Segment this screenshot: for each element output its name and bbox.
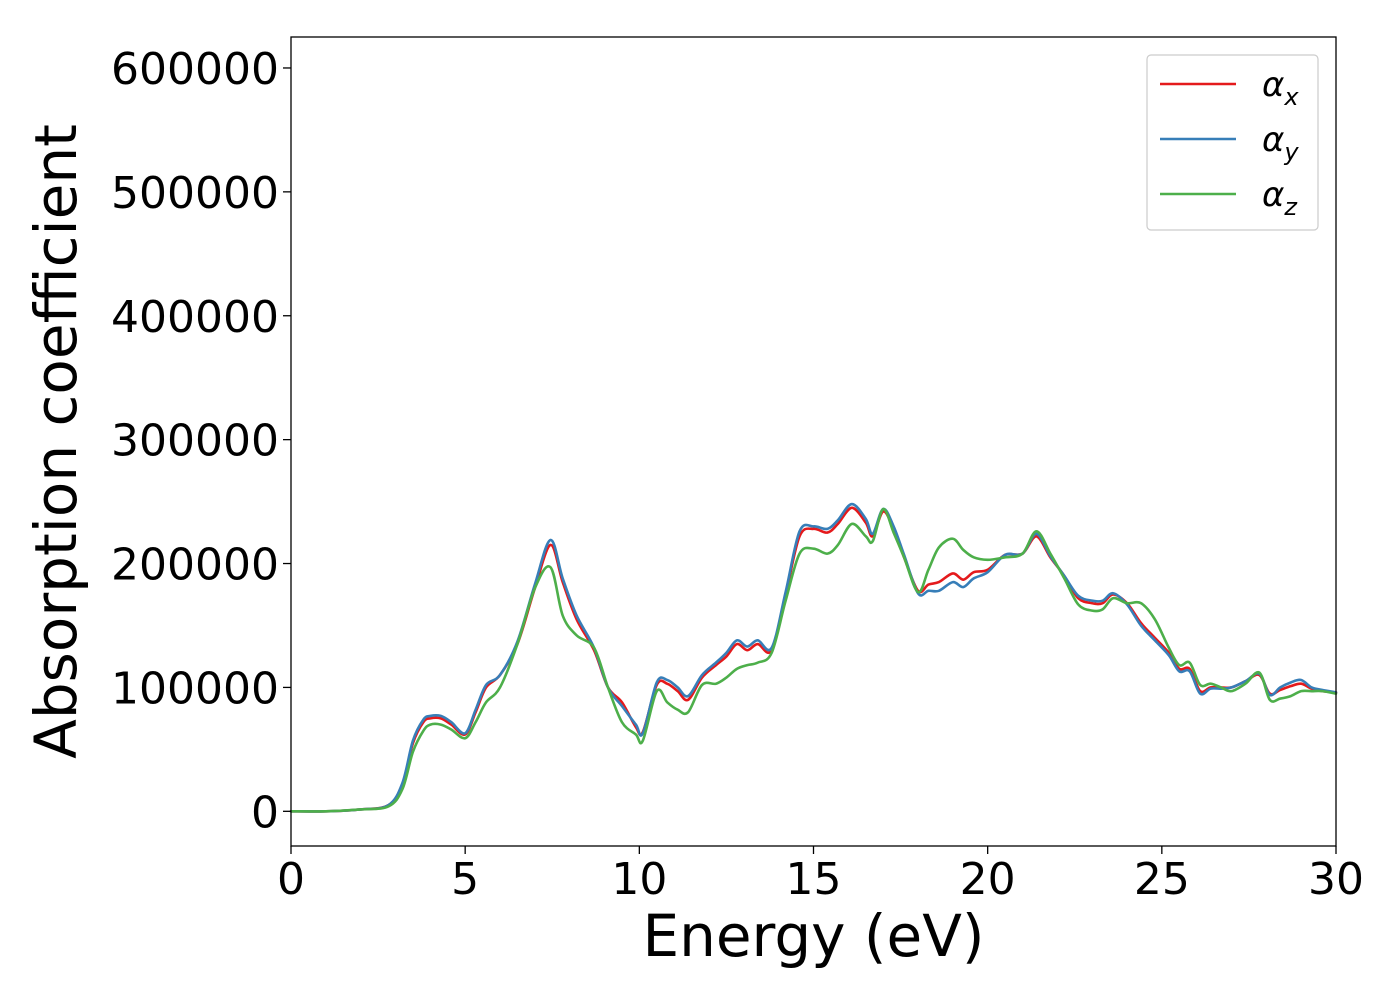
y-axis: 0 100000 200000 300000 400000 500000 600000 — [111, 44, 291, 838]
series-line-z — [289, 507, 1338, 813]
x-tick-label: 20 — [960, 854, 1016, 905]
plot-area — [289, 36, 1338, 847]
x-tick-label: 5 — [451, 854, 479, 905]
x-tick-label: 15 — [786, 854, 842, 905]
x-tick-label: 10 — [611, 854, 667, 905]
y-axis-title: Absorption coefficient — [22, 124, 90, 759]
series-line-y — [289, 502, 1338, 813]
y-tick-label: 200000 — [111, 540, 279, 591]
legend: αx αy αz — [1146, 54, 1319, 231]
y-tick-label: 300000 — [111, 416, 279, 467]
legend-label-y: αy — [1262, 120, 1299, 166]
y-tick-label: 500000 — [111, 168, 279, 219]
legend-label-z: αz — [1262, 175, 1298, 221]
y-tick-label: 600000 — [111, 44, 279, 95]
legend-box — [1146, 54, 1319, 231]
x-axis-title: Energy (eV) — [642, 902, 984, 970]
x-tick-label: 25 — [1134, 854, 1190, 905]
y-tick-label: 400000 — [111, 292, 279, 343]
x-tick-label: 0 — [277, 854, 305, 905]
legend-label-x: αx — [1262, 65, 1299, 111]
x-tick-label: 30 — [1308, 854, 1364, 905]
series-layer — [289, 502, 1338, 813]
x-axis: 0 5 10 15 20 25 30 — [277, 846, 1364, 905]
y-tick-label: 100000 — [111, 663, 279, 714]
y-tick-label: 0 — [251, 787, 279, 838]
